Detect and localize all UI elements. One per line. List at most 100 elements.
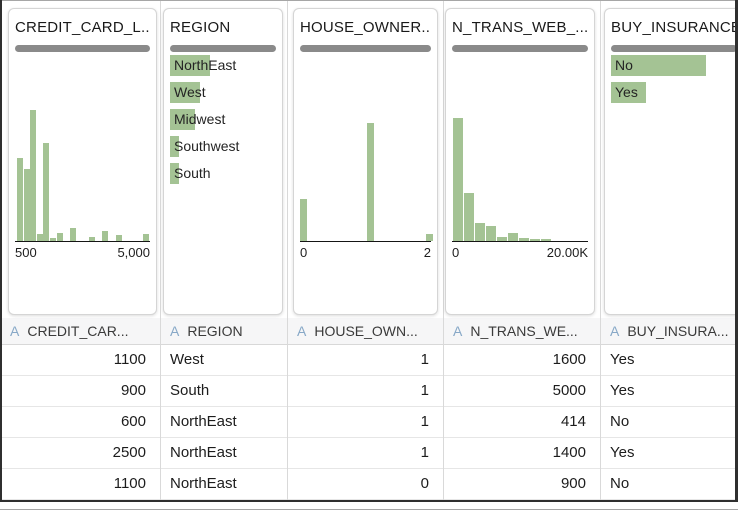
card-title: BUY_INSURANCE: [611, 19, 737, 36]
histogram-chart: [15, 9, 150, 241]
histogram-bar: [50, 238, 56, 241]
x-axis-line: [300, 241, 431, 242]
column-card-1[interactable]: CREDIT_CARD_L... 500 5,000: [8, 8, 157, 315]
column-separator-line: [287, 1, 288, 500]
category-row[interactable]: NorthEast: [170, 55, 282, 76]
column-header-label: CREDIT_CAR...: [27, 323, 129, 339]
table-cell: 2500: [112, 444, 146, 461]
table-cell: 1100: [113, 475, 146, 492]
category-row[interactable]: Midwest: [170, 109, 282, 130]
category-label: NorthEast: [174, 57, 237, 73]
panel-border-right: [735, 0, 738, 502]
category-bar: [170, 109, 195, 130]
histogram-bar: [43, 143, 49, 241]
category-bar: [170, 163, 179, 184]
histogram-bar: [464, 193, 474, 241]
category-label: Yes: [615, 84, 638, 100]
table-row[interactable]: 1100 West 1 1600 Yes: [0, 345, 738, 376]
table-cell: NorthEast: [170, 444, 237, 461]
column-separator-line: [600, 1, 601, 500]
category-row[interactable]: Yes: [611, 82, 738, 103]
card-title: CREDIT_CARD_L...: [15, 19, 150, 36]
histogram-bar: [426, 234, 433, 241]
x-axis-line: [15, 241, 150, 242]
category-label: Midwest: [174, 111, 226, 127]
card-title: N_TRANS_WEB_...: [452, 19, 588, 36]
histogram-bar: [17, 158, 23, 241]
card-title: HOUSE_OWNER...: [300, 19, 431, 36]
category-list: NorthEast West Midwest Southwest South: [170, 55, 282, 190]
category-row[interactable]: South: [170, 163, 282, 184]
quality-bar: [15, 45, 150, 52]
category-bar: [170, 55, 210, 76]
table-row[interactable]: 600 NorthEast 1 414 No: [0, 407, 738, 438]
quality-bar: [300, 45, 431, 52]
table-cell: Yes: [610, 444, 635, 461]
table-row[interactable]: 2500 NorthEast 1 1400 Yes: [0, 438, 738, 469]
table-bottom-line: [0, 500, 738, 502]
table-cell: No: [610, 475, 630, 492]
x-axis-max-label: 5,000: [117, 245, 150, 260]
histogram-bar: [37, 234, 43, 241]
x-axis-line: [452, 241, 588, 242]
column-card-5[interactable]: BUY_INSURANCE No Yes: [604, 8, 738, 315]
table-cell: NorthEast: [170, 475, 237, 492]
table-cell: 0: [420, 475, 429, 492]
category-label: Southwest: [174, 138, 240, 154]
x-axis-max-label: 2: [423, 245, 431, 260]
panel-border-top: [0, 0, 738, 1]
category-row[interactable]: No: [611, 55, 738, 76]
histogram-bar: [70, 228, 76, 241]
category-list: No Yes: [611, 55, 738, 109]
histogram-bar: [300, 199, 307, 241]
table-cell: 900: [120, 382, 146, 399]
histogram-bar: [497, 237, 507, 241]
table-cell: 1: [420, 413, 429, 430]
table-cell: 414: [560, 413, 586, 430]
category-row[interactable]: West: [170, 82, 282, 103]
table-cell: 1: [420, 382, 429, 399]
column-header-label: REGION: [187, 323, 243, 339]
x-axis-min-label: 0: [300, 245, 308, 260]
histogram-bar: [475, 223, 485, 241]
x-axis-max-label: 20.00K: [546, 245, 588, 260]
histogram-bar: [508, 233, 518, 241]
column-separator-line: [443, 1, 444, 500]
column-header-label: BUY_INSURA...: [627, 323, 729, 339]
histogram-bar: [24, 169, 30, 241]
column-card-3[interactable]: HOUSE_OWNER... 0 2: [293, 8, 438, 315]
text-type-icon: A: [170, 323, 180, 339]
table-cell: South: [170, 382, 210, 399]
table-header-cell-3[interactable]: A HOUSE_OWN...: [287, 318, 443, 345]
table-header-cell-5[interactable]: A BUY_INSURA...: [600, 318, 738, 345]
table-header-cell-2[interactable]: A REGION: [160, 318, 287, 345]
table-row[interactable]: 1100 NorthEast 0 900 No: [0, 469, 738, 500]
category-label: West: [174, 84, 206, 100]
table-cell: 5000: [552, 382, 586, 399]
category-label: No: [615, 57, 633, 73]
histogram-bar: [367, 123, 374, 241]
table-cell: 1: [420, 351, 429, 368]
table-cell: Yes: [610, 351, 635, 368]
histogram-bar: [453, 118, 463, 241]
category-row[interactable]: Southwest: [170, 136, 282, 157]
quality-bar: [452, 45, 588, 52]
histogram-bar: [541, 239, 551, 241]
table-header-cell-1[interactable]: A CREDIT_CAR...: [0, 318, 160, 345]
table-cell: 1600: [552, 351, 586, 368]
histogram-chart: [452, 9, 588, 241]
column-card-4[interactable]: N_TRANS_WEB_... 0 20.00K: [445, 8, 595, 315]
histogram-bar: [143, 234, 149, 241]
table-cell: 900: [560, 475, 586, 492]
panel-border-left: [0, 0, 2, 502]
table-row[interactable]: 900 South 1 5000 Yes: [0, 376, 738, 407]
category-bar: [611, 82, 646, 103]
table-header-cell-4[interactable]: A N_TRANS_WE...: [443, 318, 600, 345]
category-label: South: [174, 165, 211, 181]
column-card-2[interactable]: REGION NorthEast West Midwest Southwest South: [163, 8, 283, 315]
table-cell: NorthEast: [170, 413, 237, 430]
histogram-bar: [30, 110, 36, 241]
table-header-row: A CREDIT_CAR... A REGION A HOUSE_OWN... A N_TRA…: [0, 318, 738, 345]
text-type-icon: A: [297, 323, 307, 339]
